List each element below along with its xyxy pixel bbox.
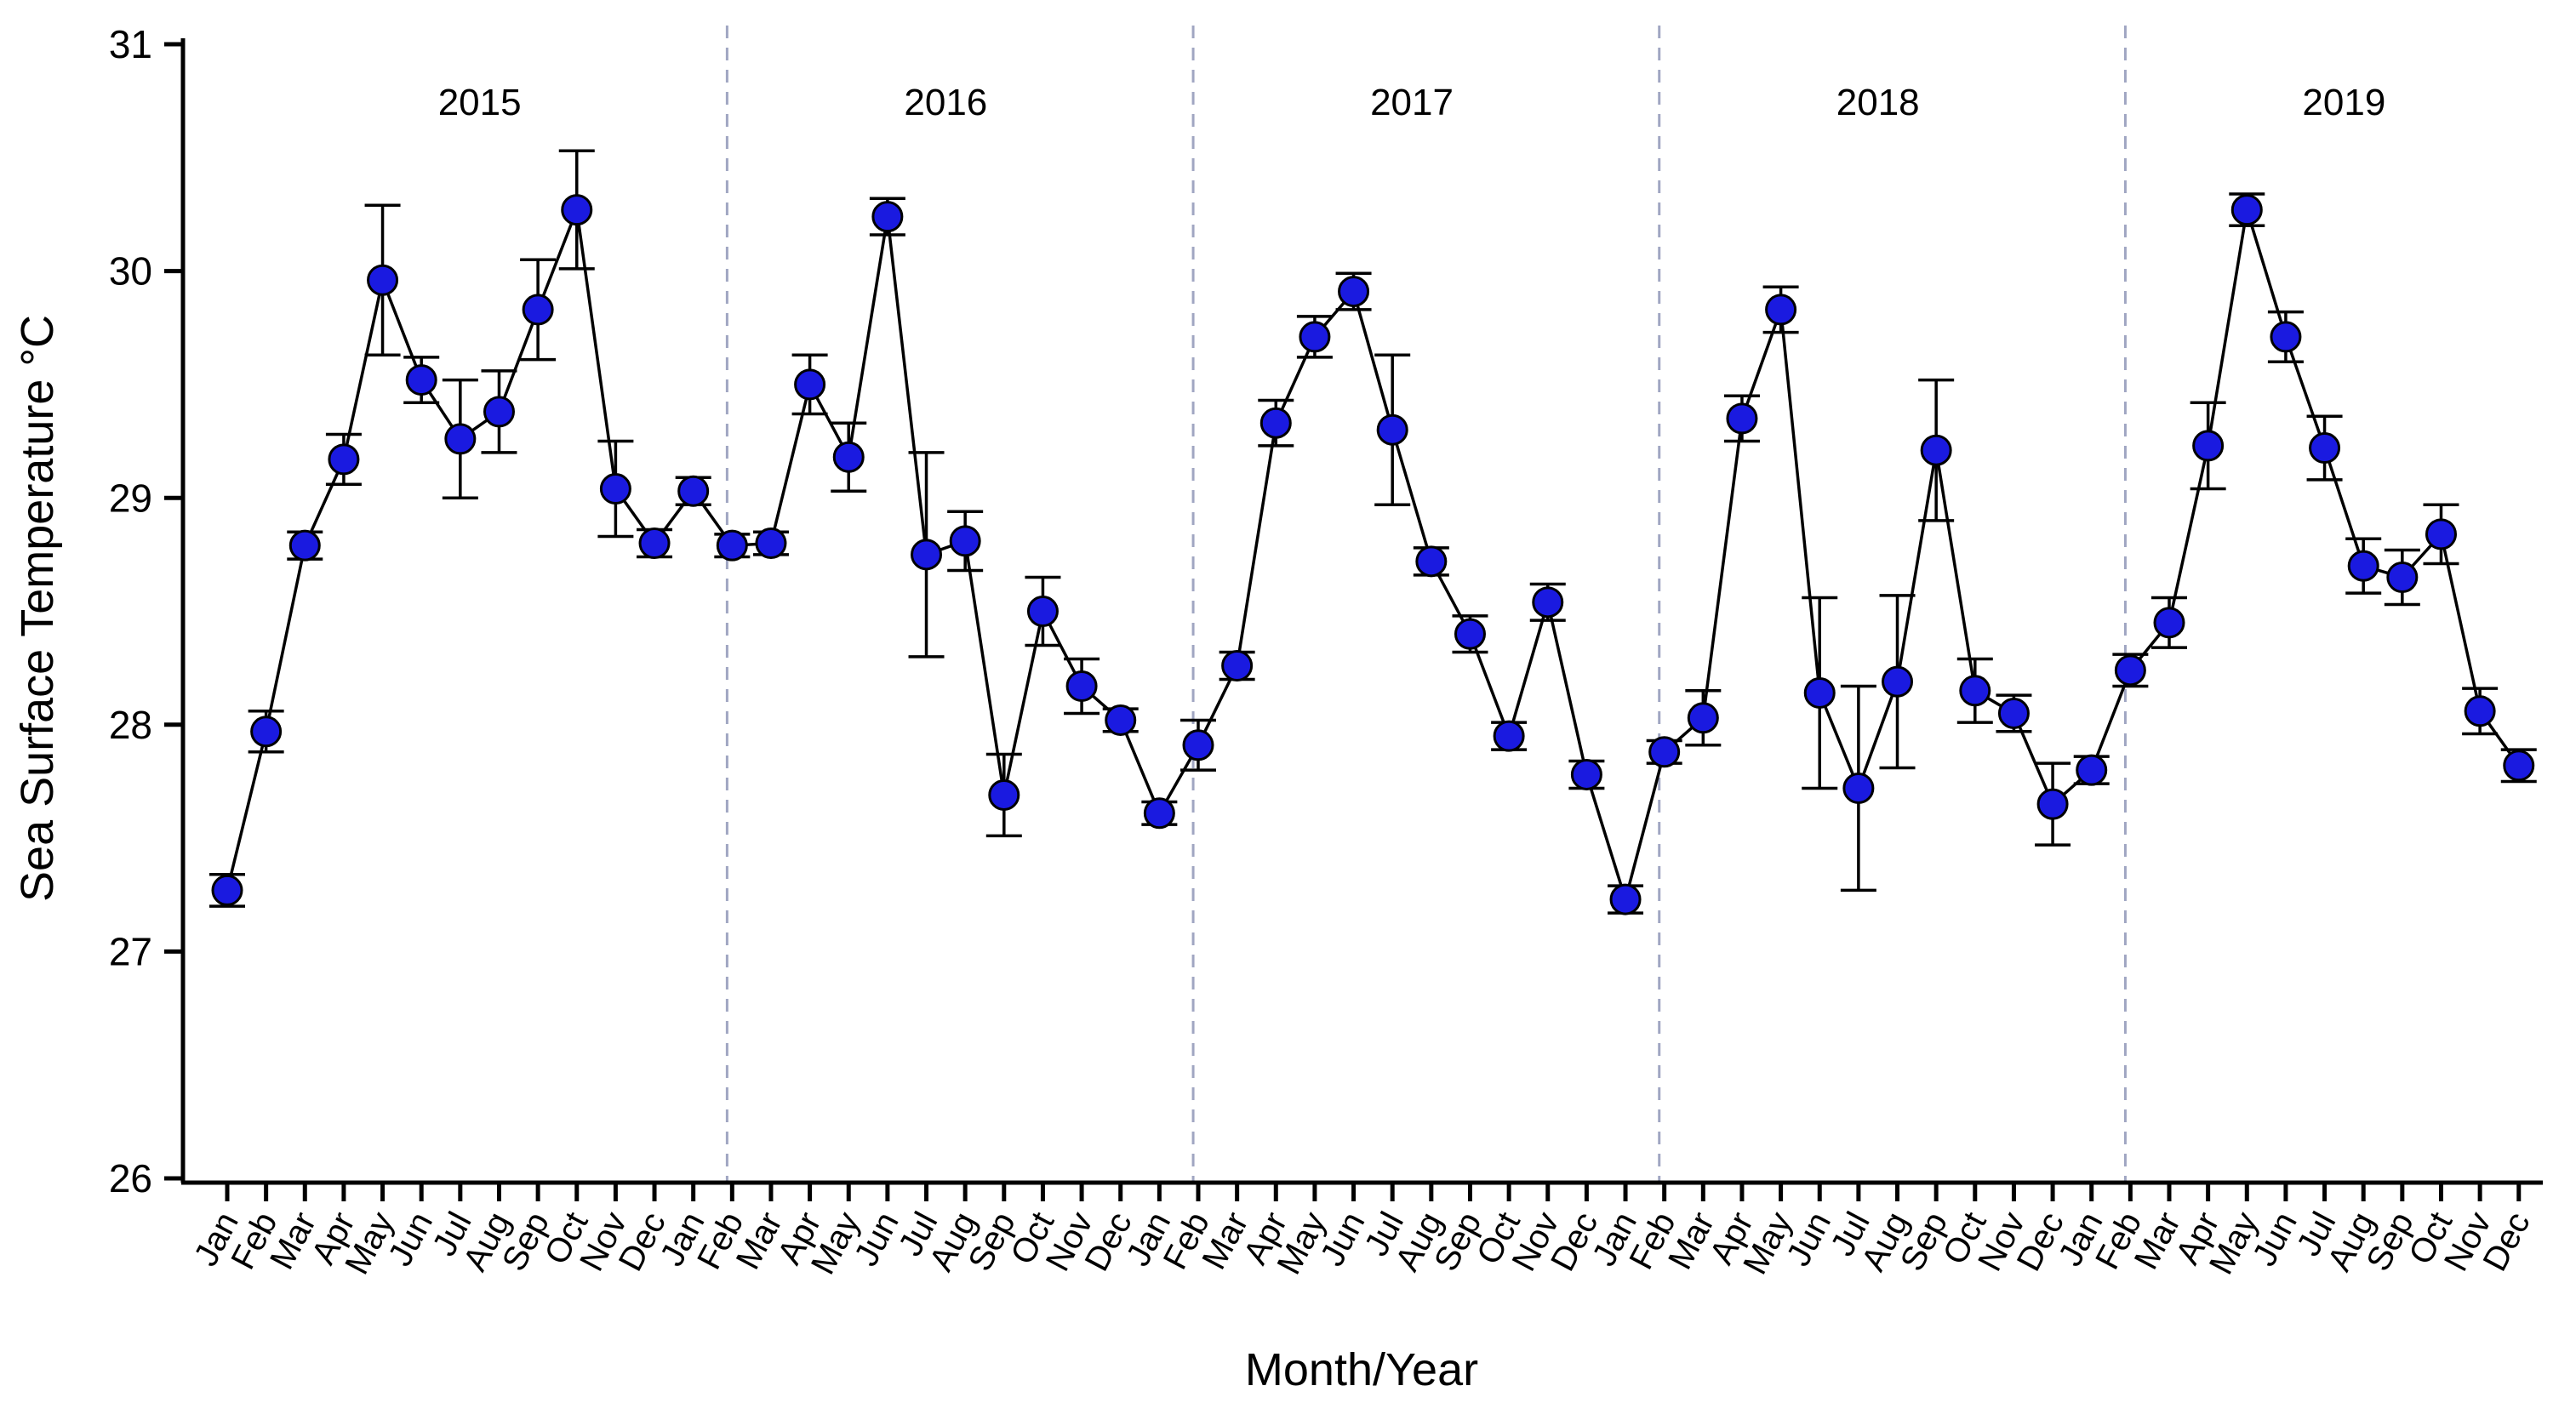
data-point-marker — [988, 778, 1020, 811]
data-point-marker — [444, 423, 477, 455]
year-label: 2019 — [2302, 82, 2385, 123]
data-point-marker — [1842, 772, 1875, 804]
data-point-marker — [2270, 321, 2302, 353]
data-point-marker — [2425, 518, 2457, 550]
data-point-marker — [1570, 758, 1602, 790]
data-point-marker — [2309, 432, 2341, 465]
data-point-marker — [1920, 434, 1952, 466]
data-point-marker — [1882, 665, 1914, 698]
data-point-marker — [677, 475, 710, 507]
data-point-marker — [2503, 750, 2535, 782]
data-point-marker — [2114, 654, 2146, 687]
data-point-marker — [250, 716, 283, 748]
y-tick-label: 26 — [109, 1156, 152, 1200]
data-point-marker — [832, 441, 865, 473]
sst-data-line — [226, 208, 2521, 901]
year-label: 2015 — [438, 82, 522, 123]
data-point-marker — [1648, 736, 1681, 768]
data-point-marker — [1609, 883, 1642, 915]
x-axis-title: Month/Year — [1245, 1344, 1478, 1395]
data-point-marker — [1105, 704, 1137, 736]
data-point-marker — [1376, 413, 1408, 446]
data-point-marker — [2153, 607, 2185, 639]
year-label: 2017 — [1370, 82, 1454, 123]
data-point-marker — [911, 539, 943, 571]
y-tick-label: 28 — [109, 703, 152, 747]
y-tick-label: 27 — [109, 930, 152, 974]
data-point-marker — [522, 294, 554, 326]
data-point-marker — [1803, 676, 1836, 709]
data-point-marker — [405, 364, 437, 396]
data-point-marker — [1259, 407, 1292, 439]
data-point-marker — [483, 396, 515, 428]
data-point-marker — [561, 194, 593, 226]
data-point-marker — [1959, 675, 1991, 707]
data-point-marker — [1765, 294, 1797, 326]
data-point-marker — [638, 528, 671, 560]
data-point-marker — [1065, 670, 1098, 702]
data-point-marker — [1997, 697, 2030, 729]
data-point-marker — [1493, 720, 1525, 752]
data-point-marker — [367, 264, 399, 296]
data-point-marker — [949, 525, 981, 557]
data-point-marker — [328, 443, 360, 476]
y-tick-label: 31 — [109, 22, 152, 66]
data-point-marker — [1415, 545, 1448, 578]
data-point-marker — [794, 368, 826, 401]
data-point-marker — [2192, 430, 2225, 462]
data-point-marker — [1026, 596, 1059, 627]
data-point-marker — [2347, 550, 2379, 582]
data-point-marker — [2230, 194, 2263, 226]
data-point-marker — [211, 874, 243, 906]
data-point-marker — [1532, 586, 1564, 619]
year-label: 2018 — [1836, 82, 1920, 123]
data-point-marker — [599, 473, 631, 505]
data-point-marker — [1299, 321, 1331, 353]
data-point-marker — [2036, 788, 2069, 820]
data-point-marker — [716, 529, 748, 562]
y-tick-label: 30 — [109, 249, 152, 294]
data-point-marker — [1182, 729, 1214, 761]
y-axis-title: Sea Surface Temperature °C — [12, 315, 63, 902]
data-point-marker — [1221, 649, 1254, 681]
data-point-marker — [1143, 797, 1175, 830]
data-point-marker — [1454, 618, 1486, 650]
data-point-marker — [2386, 562, 2419, 594]
data-point-marker — [755, 528, 787, 560]
data-point-marker — [288, 529, 321, 562]
y-tick-label: 29 — [109, 476, 152, 520]
data-point-marker — [871, 201, 904, 233]
data-point-marker — [2464, 695, 2496, 727]
data-point-marker — [1687, 702, 1719, 734]
data-point-marker — [1726, 402, 1758, 435]
year-label: 2016 — [904, 82, 987, 123]
data-point-marker — [1338, 276, 1370, 308]
data-point-marker — [2076, 754, 2108, 786]
